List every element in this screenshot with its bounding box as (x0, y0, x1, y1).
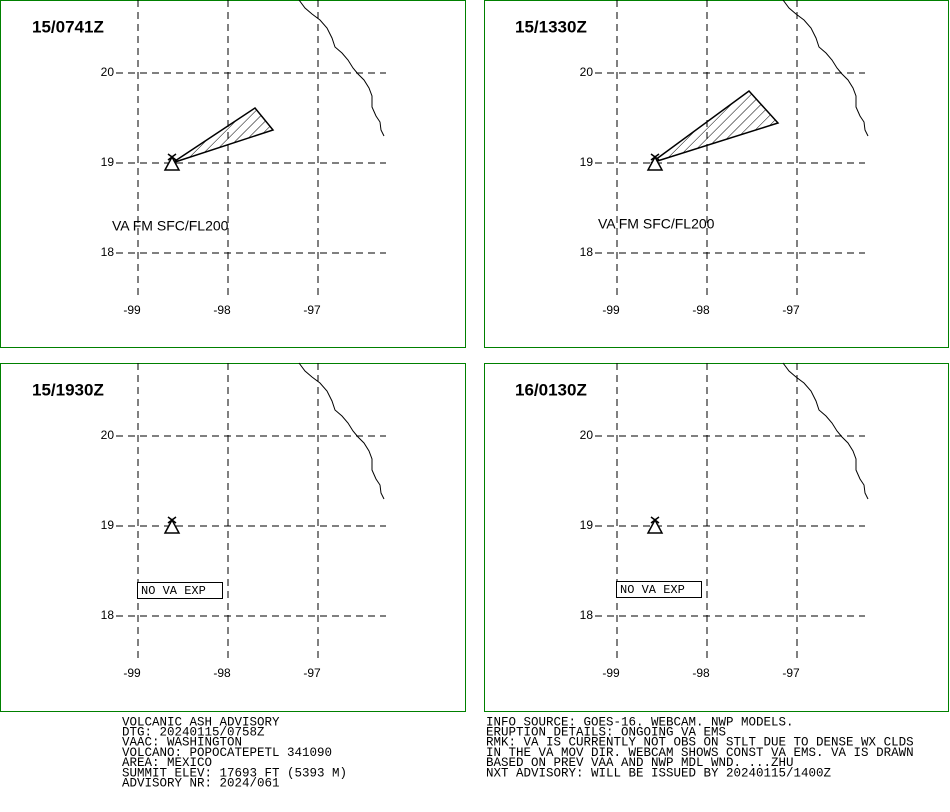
lon-label: -98 (692, 666, 710, 680)
coastline (298, 0, 385, 137)
lat-label: 20 (101, 65, 115, 79)
lat-label: 20 (101, 428, 115, 442)
lon-label: -99 (602, 303, 620, 317)
volcano-symbol (164, 516, 180, 534)
annotation: NO VA EXP (141, 584, 206, 598)
panel-time: 16/0130Z (515, 380, 587, 399)
lon-label: -97 (782, 666, 800, 680)
panel-border (484, 0, 949, 348)
panel-border (0, 0, 466, 348)
ash-area (650, 89, 780, 164)
annotation-box (616, 581, 702, 598)
advisory-line: VOLCANIC ASH ADVISORY (122, 715, 280, 729)
lon-label: -97 (782, 303, 800, 317)
panel-time: 15/1330Z (515, 17, 587, 36)
lat-label: 19 (101, 155, 115, 169)
panel-time: 15/1930Z (32, 380, 104, 399)
lon-label: -97 (303, 303, 321, 317)
panel: 18 19 20 -97 -98 -99 15/0741Z VA FM SFC/FL200 (0, 0, 466, 348)
advisory-line: BASED ON PREV VAA AND NWP MDL WND. ...ZH… (486, 756, 794, 770)
advisory-line: ADVISORY NR: 2024/061 (122, 776, 280, 790)
lat-label: 18 (101, 608, 115, 622)
lat-label: 18 (580, 608, 594, 622)
panel: 18 19 20 -97 -98 -99 15/1930Z NO VA EXP (0, 362, 466, 712)
advisory-line: AREA: MEXICO (122, 756, 212, 770)
lat-label: 19 (101, 518, 115, 532)
advisory-line: VOLCANO: POPOCATEPETL 341090 (122, 746, 332, 760)
lat-label: 20 (580, 65, 594, 79)
annotation: VA FM SFC/FL200 (598, 216, 715, 232)
coastline (298, 362, 385, 500)
advisory-line: IN THE VA MOV DIR. WEBCAM SHOWS CONST VA… (486, 746, 914, 760)
lat-label: 18 (580, 245, 594, 259)
coastline (782, 0, 869, 137)
panel: 18 19 20 -97 -98 -99 16/0130Z NO VA EXP (484, 362, 949, 712)
annotation: NO VA EXP (620, 583, 685, 597)
panel-time: 15/0741Z (32, 17, 104, 36)
lon-label: -99 (123, 303, 141, 317)
advisory-line: RMK: VA IS CURRENTLY NOT OBS ON STLT DUE… (486, 736, 914, 750)
advisory-line: INFO SOURCE: GOES-16. WEBCAM. NWP MODELS… (486, 715, 794, 729)
advisory-line: ERUPTION DETAILS: ONGOING VA EMS (486, 725, 726, 739)
advisory-line: VAAC: WASHINGTON (122, 736, 242, 750)
advisory-line: NXT ADVISORY: WILL BE ISSUED BY 20240115… (486, 766, 832, 780)
lat-label: 19 (580, 518, 594, 532)
lat-label: 19 (580, 155, 594, 169)
panel: 18 19 20 -97 -98 -99 15/1330Z VA FM SFC/FL200 (484, 0, 949, 348)
lon-label: -98 (692, 303, 710, 317)
lon-label: -99 (123, 666, 141, 680)
lon-label: -97 (303, 666, 321, 680)
panel-border (484, 363, 949, 712)
advisory-line: SUMMIT ELEV: 17693 FT (5393 M) (122, 766, 347, 780)
annotation-box (137, 582, 223, 599)
annotation: VA FM SFC/FL200 (112, 218, 229, 234)
lat-label: 18 (101, 245, 115, 259)
lat-label: 20 (580, 428, 594, 442)
coastline (782, 362, 869, 500)
advisory-line: DTG: 20240115/0758Z (122, 725, 265, 739)
volcano-symbol (647, 516, 663, 534)
lon-label: -99 (602, 666, 620, 680)
panel-border (0, 363, 466, 712)
ash-area (171, 107, 275, 164)
lon-label: -98 (213, 303, 231, 317)
lon-label: -98 (213, 666, 231, 680)
